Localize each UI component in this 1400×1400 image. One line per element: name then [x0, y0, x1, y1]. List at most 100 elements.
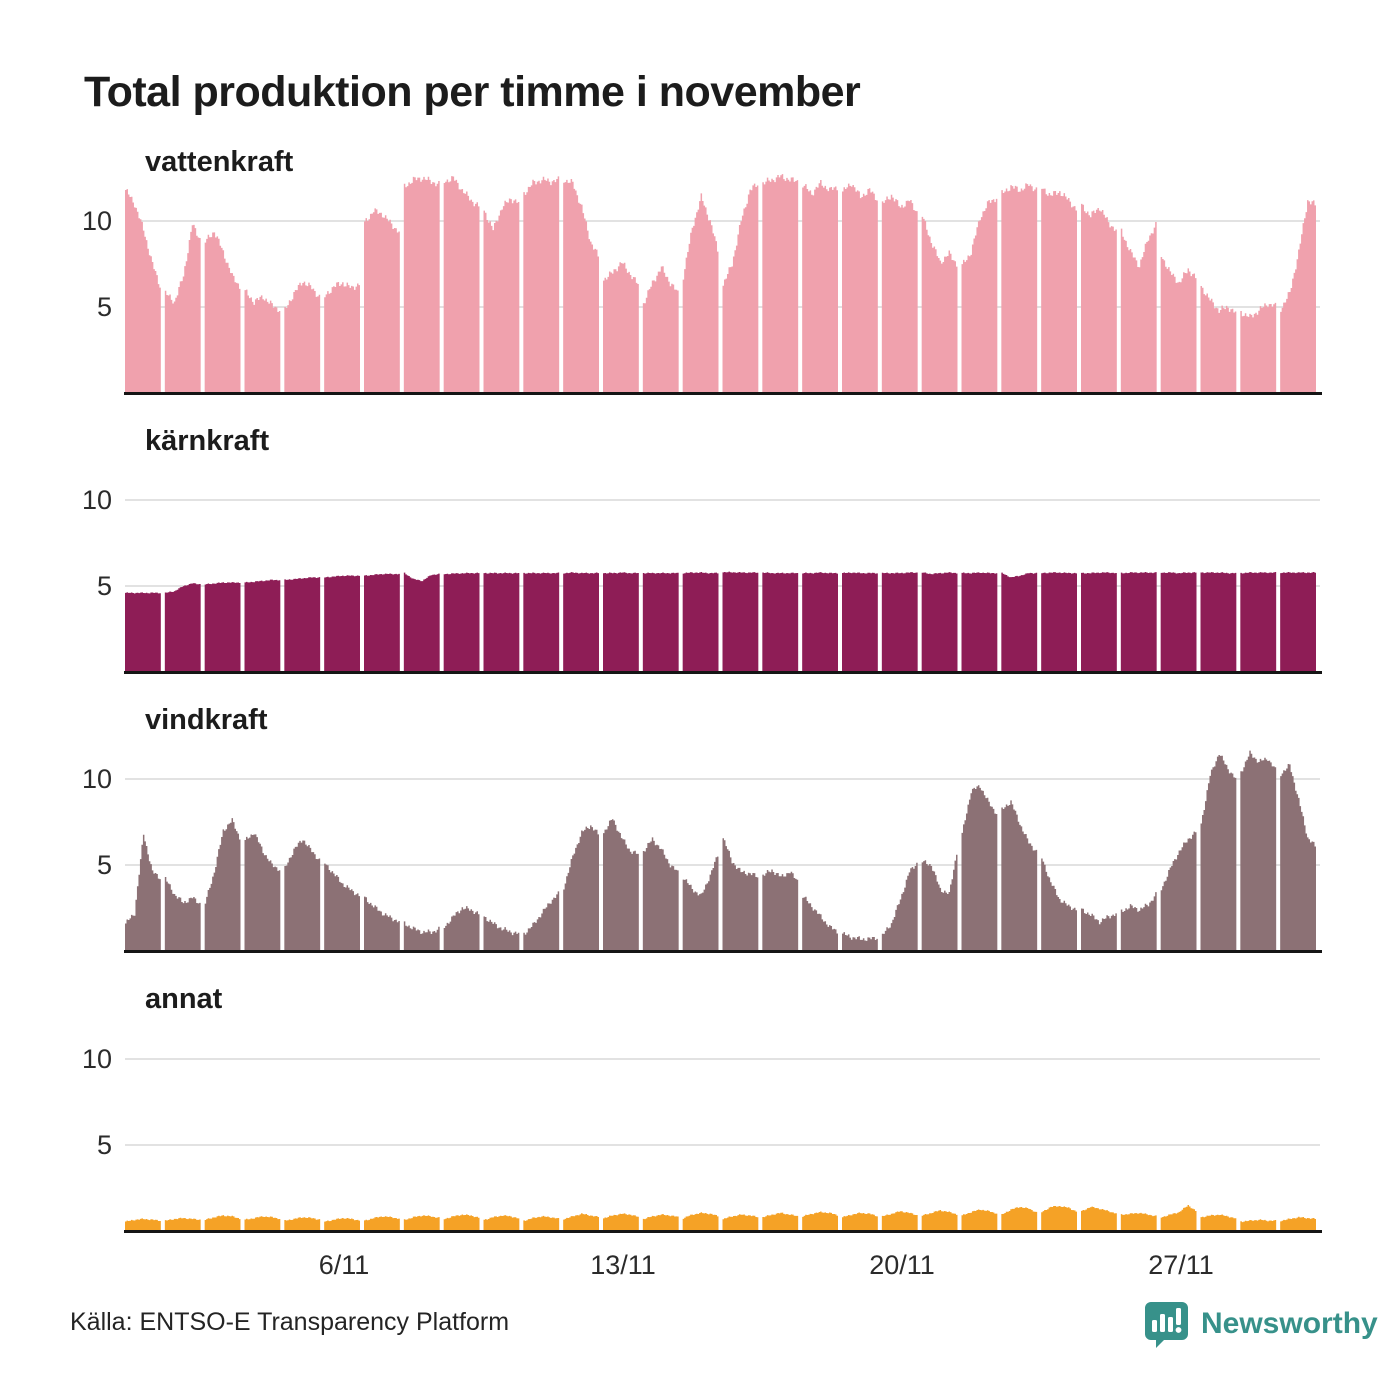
day-area-kärnkraft-13: [603, 572, 639, 672]
day-area-kärnkraft-5: [284, 577, 321, 672]
day-area-annat-6: [324, 1217, 360, 1231]
day-area-annat-8: [403, 1215, 440, 1231]
day-area-annat-28: [1200, 1214, 1237, 1231]
day-area-kärnkraft-3: [204, 582, 241, 672]
day-area-vattenkraft-5: [284, 281, 321, 393]
day-area-vattenkraft-9: [443, 176, 480, 393]
day-area-vindkraft-15: [682, 856, 719, 951]
area-chart-annat: [125, 1058, 1320, 1231]
day-area-kärnkraft-12: [563, 572, 599, 672]
day-area-vindkraft-18: [802, 896, 838, 951]
day-area-vindkraft-7: [364, 896, 400, 951]
day-area-vattenkraft-2: [164, 224, 201, 393]
ytick-10-panel-4: 10: [81, 1044, 112, 1074]
day-area-vindkraft-2: [164, 876, 201, 951]
ytick-5-panel-2: 5: [96, 571, 112, 601]
x-axis-line-panel-3: [124, 950, 1322, 953]
day-area-annat-29: [1240, 1219, 1277, 1231]
day-area-vattenkraft-3: [204, 232, 241, 393]
newsworthy-logo: Newsworthy: [1143, 1300, 1378, 1348]
day-area-annat-10: [483, 1215, 520, 1231]
panel-label-annat: annat: [145, 983, 223, 1015]
day-area-vattenkraft-14: [642, 266, 679, 393]
day-area-kärnkraft-16: [722, 571, 759, 672]
day-area-vattenkraft-30: [1280, 200, 1316, 393]
day-area-annat-17: [762, 1212, 799, 1231]
day-area-annat-18: [802, 1211, 838, 1231]
xtick-6-11: 6/11: [318, 1250, 370, 1280]
day-area-kärnkraft-22: [961, 572, 998, 672]
day-area-vattenkraft-17: [762, 174, 799, 393]
day-area-kärnkraft-21: [921, 572, 958, 672]
day-area-vindkraft-27: [1160, 831, 1197, 951]
day-area-kärnkraft-24: [1041, 572, 1077, 672]
day-area-annat-24: [1041, 1205, 1077, 1231]
ytick-5-panel-1: 5: [96, 292, 112, 322]
xtick-27-11: 27/11: [1148, 1250, 1214, 1280]
page-title: Total produktion per timme i november: [84, 68, 861, 116]
day-area-vattenkraft-18: [802, 180, 838, 393]
day-area-vattenkraft-22: [961, 198, 998, 393]
day-area-annat-15: [682, 1212, 719, 1231]
day-area-kärnkraft-28: [1200, 572, 1237, 672]
day-area-vindkraft-13: [603, 819, 639, 951]
day-area-annat-7: [364, 1216, 400, 1231]
day-area-vindkraft-19: [842, 932, 878, 951]
day-area-annat-5: [284, 1217, 321, 1231]
day-area-vindkraft-29: [1240, 750, 1277, 951]
day-area-annat-30: [1280, 1216, 1316, 1231]
day-area-vattenkraft-23: [1001, 183, 1038, 393]
day-area-vindkraft-9: [443, 906, 480, 951]
xtick-13-11: 13/11: [590, 1250, 656, 1280]
day-area-annat-21: [921, 1210, 958, 1231]
newsworthy-wordmark: Newsworthy: [1201, 1307, 1378, 1340]
day-area-vindkraft-1: [125, 834, 161, 951]
day-area-vindkraft-30: [1280, 764, 1316, 951]
day-area-vattenkraft-8: [403, 176, 440, 393]
day-area-kärnkraft-23: [1001, 572, 1038, 672]
day-area-vattenkraft-6: [324, 282, 360, 393]
day-area-vattenkraft-20: [881, 194, 918, 393]
day-area-annat-16: [722, 1214, 759, 1231]
area-chart-vindkraft: [125, 750, 1320, 951]
x-axis-line-panel-1: [124, 392, 1322, 395]
day-area-kärnkraft-1: [125, 592, 161, 672]
day-area-vindkraft-16: [722, 838, 759, 951]
day-area-annat-22: [961, 1209, 998, 1231]
day-area-kärnkraft-10: [483, 572, 520, 672]
day-area-annat-13: [603, 1213, 639, 1231]
day-area-vindkraft-26: [1120, 892, 1157, 951]
day-area-kärnkraft-26: [1120, 572, 1157, 672]
day-area-vattenkraft-27: [1160, 257, 1197, 393]
day-area-annat-2: [164, 1217, 201, 1231]
day-area-vindkraft-22: [961, 785, 998, 951]
day-area-kärnkraft-15: [682, 572, 719, 672]
day-area-kärnkraft-6: [324, 575, 360, 672]
day-area-annat-3: [204, 1215, 241, 1231]
day-area-annat-12: [563, 1213, 599, 1231]
day-area-kärnkraft-25: [1081, 572, 1117, 672]
xtick-20-11: 20/11: [869, 1250, 935, 1280]
area-chart-vattenkraft: [125, 174, 1320, 393]
day-area-kärnkraft-30: [1280, 572, 1316, 672]
day-area-annat-9: [443, 1214, 480, 1231]
day-area-vindkraft-28: [1200, 754, 1237, 951]
day-area-vindkraft-12: [563, 825, 599, 951]
day-area-annat-26: [1120, 1212, 1157, 1231]
day-area-vattenkraft-15: [682, 193, 719, 393]
ytick-5-panel-4: 5: [96, 1130, 112, 1160]
day-area-vattenkraft-12: [563, 179, 599, 393]
day-area-vattenkraft-4: [244, 289, 281, 393]
day-area-vindkraft-10: [483, 916, 520, 951]
day-area-annat-27: [1160, 1205, 1197, 1231]
day-area-vindkraft-5: [284, 840, 321, 951]
day-area-vattenkraft-16: [722, 183, 759, 393]
day-area-vindkraft-8: [403, 921, 440, 951]
day-area-kärnkraft-27: [1160, 572, 1197, 672]
area-chart-karnkraft: [125, 499, 1320, 672]
day-area-vattenkraft-10: [483, 198, 520, 393]
day-area-vattenkraft-13: [603, 262, 639, 393]
source-credit: Källa: ENTSO-E Transparency Platform: [70, 1308, 510, 1336]
day-area-kärnkraft-14: [642, 572, 679, 672]
